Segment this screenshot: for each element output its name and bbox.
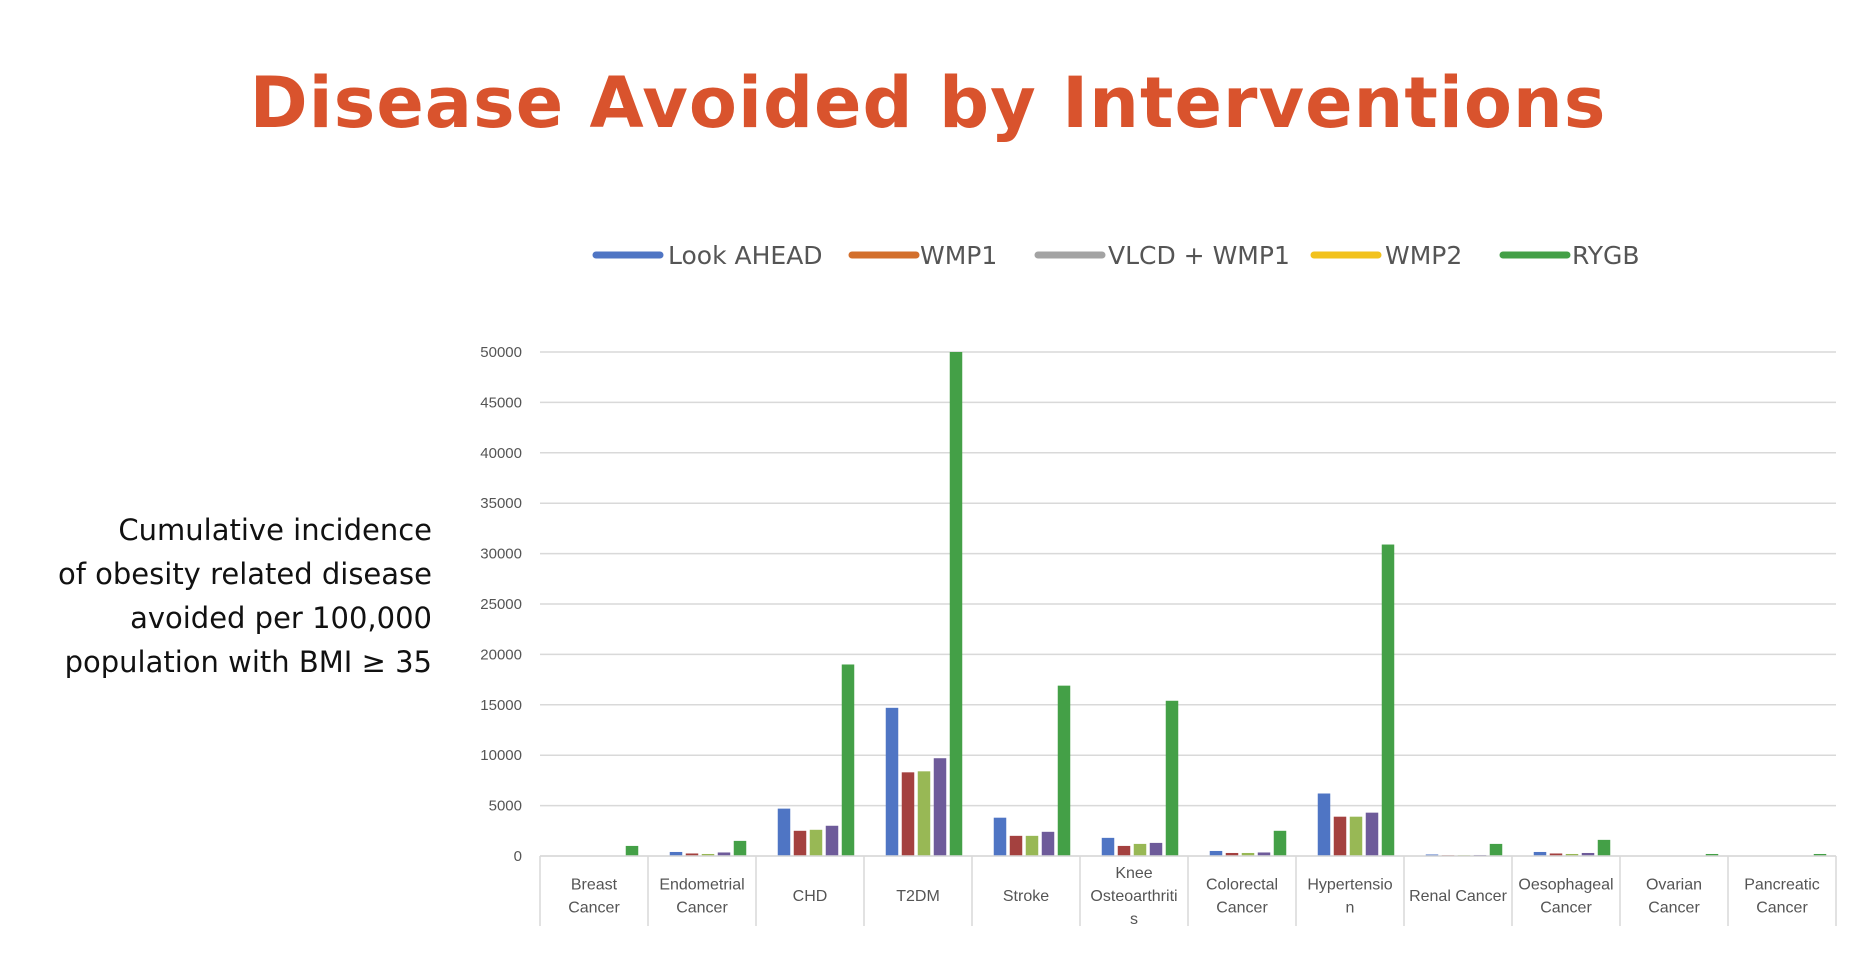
- legend-label: VLCD + WMP1: [1108, 241, 1290, 270]
- bar: [1489, 843, 1503, 856]
- bar: [1565, 853, 1579, 856]
- bar: [1581, 852, 1595, 856]
- chart-gridlines: [540, 351, 1836, 857]
- bar: [685, 853, 699, 856]
- y-tick-label: 30000: [480, 546, 522, 563]
- bar: [1025, 835, 1039, 856]
- bar: [1317, 793, 1331, 856]
- y-tick-label: 10000: [480, 747, 522, 764]
- y-tick-label: 15000: [480, 697, 522, 714]
- x-tick-label: Renal Cancer: [1409, 888, 1508, 905]
- y-axis-ticks: 0 5000 10000 15000 20000 25000 30000 35000 40000…: [480, 344, 522, 865]
- x-tick-label: Pancreatic Cancer: [1744, 877, 1820, 917]
- bar: [1533, 851, 1547, 856]
- y-tick-label: 45000: [480, 394, 522, 411]
- bar: [1705, 853, 1719, 856]
- caption-line: avoided per 100,000: [130, 601, 432, 635]
- y-tick-label: 50000: [480, 344, 522, 361]
- bar: [1381, 544, 1395, 856]
- x-tick-label: Ovarian Cancer: [1646, 877, 1702, 917]
- bar: [669, 851, 683, 856]
- bar: [793, 830, 807, 856]
- x-tick-label: Stroke: [1003, 888, 1049, 905]
- slide-title: Disease Avoided by Interventions: [249, 62, 1607, 144]
- bar: [1549, 853, 1563, 856]
- bar: [901, 772, 915, 856]
- bar: [1425, 854, 1439, 856]
- bar: [1365, 812, 1379, 856]
- bar: [1597, 839, 1611, 856]
- bar: [1273, 830, 1287, 856]
- y-axis-caption: Cumulative incidence of obesity related …: [40, 508, 432, 684]
- bar: [1333, 816, 1347, 856]
- bar: [917, 771, 931, 856]
- caption-line: population with BMI ≥ 35: [64, 645, 432, 679]
- bar: [825, 825, 839, 856]
- x-tick-label: Oesophageal Cancer: [1518, 877, 1613, 917]
- legend-label: RYGB: [1572, 241, 1640, 270]
- x-axis: Breast Cancer Endometrial Cancer CHD T2DM Stro…: [539, 855, 1837, 928]
- bar: [933, 758, 947, 856]
- bar: [1225, 852, 1239, 856]
- chart-bars: [625, 352, 1827, 856]
- bar: [701, 853, 715, 856]
- bar: [1117, 845, 1131, 856]
- y-tick-label: 5000: [489, 798, 522, 815]
- bar: [1349, 816, 1363, 856]
- bar: [949, 352, 963, 856]
- bar: [841, 664, 855, 856]
- bar: [1133, 843, 1147, 856]
- bar: [1057, 685, 1071, 856]
- x-tick-label: Breast Cancer: [568, 877, 620, 917]
- x-tick-label: Endometrial Cancer: [659, 877, 744, 917]
- bar: [1813, 853, 1827, 856]
- caption-line: Cumulative incidence: [118, 513, 432, 547]
- legend-label: Look AHEAD: [668, 241, 823, 270]
- bar: [1041, 831, 1055, 856]
- bar: [885, 707, 899, 856]
- bar: [625, 845, 639, 856]
- chart-legend: Look AHEAD WMP1 VLCD + WMP1 WMP2 RYGB: [592, 241, 1640, 270]
- bar: [733, 840, 747, 856]
- bar: [1101, 837, 1115, 856]
- bar: [777, 808, 791, 856]
- x-tick-label: Knee Osteoarthriti s: [1090, 865, 1177, 928]
- y-tick-label: 20000: [480, 646, 522, 663]
- bar: [1149, 842, 1163, 856]
- x-tick-label: Hypertensio n: [1307, 877, 1392, 917]
- bar: [1165, 700, 1179, 856]
- bar: [1009, 835, 1023, 856]
- y-tick-label: 35000: [480, 495, 522, 512]
- bar: [1241, 852, 1255, 856]
- bar: [809, 829, 823, 856]
- legend-label: WMP1: [920, 241, 997, 270]
- y-tick-label: 25000: [480, 596, 522, 613]
- x-tick-label: CHD: [793, 888, 828, 905]
- bar: [1257, 852, 1271, 856]
- x-tick-label: Colorectal Cancer: [1206, 877, 1278, 917]
- y-tick-label: 0: [514, 848, 522, 865]
- bar: [717, 852, 731, 856]
- legend-label: WMP2: [1385, 241, 1462, 270]
- bar: [1209, 850, 1223, 856]
- x-tick-label: T2DM: [896, 888, 940, 905]
- bar: [993, 817, 1007, 856]
- y-tick-label: 40000: [480, 445, 522, 462]
- caption-line: of obesity related disease: [57, 557, 432, 591]
